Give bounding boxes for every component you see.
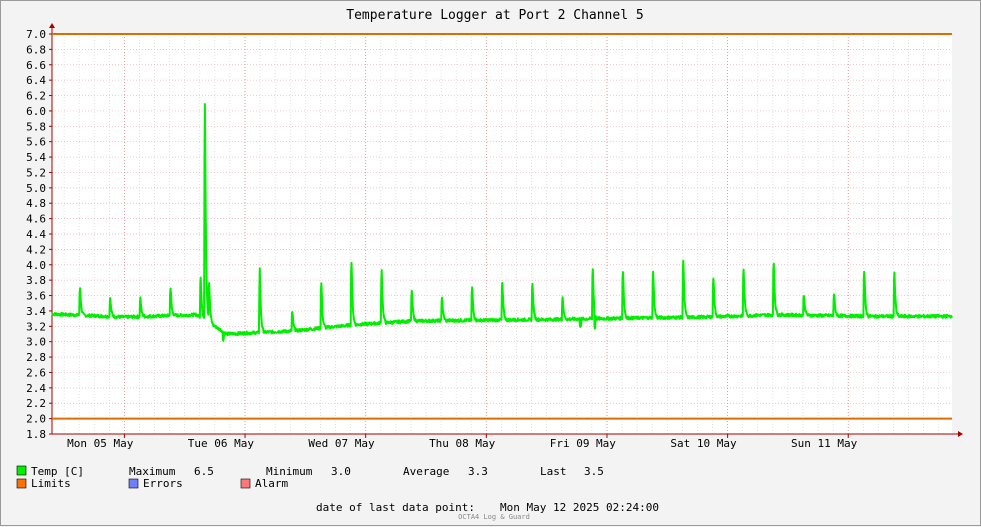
legend-label-alarm: Alarm (255, 477, 288, 490)
y-tick-label: 3.2 (26, 320, 46, 333)
legend-swatch-alarm (240, 478, 251, 489)
y-tick-label: 2.4 (26, 382, 46, 395)
y-tick-label: 3.8 (26, 274, 46, 287)
y-tick-label: 1.8 (26, 428, 46, 441)
x-tick-label: Sun 11 May (791, 437, 858, 450)
legend-label-errors: Errors (143, 477, 183, 490)
stat-last-label: Last (540, 465, 567, 478)
legend-swatch-temp (16, 465, 27, 476)
x-tick-label: Mon 05 May (67, 437, 134, 450)
y-tick-label: 4.8 (26, 197, 46, 210)
y-tick-label: 3.0 (26, 336, 46, 349)
y-tick-label: 2.8 (26, 351, 46, 364)
y-tick-label: 3.6 (26, 290, 46, 303)
y-tick-label: 5.2 (26, 166, 46, 179)
x-tick-label: Thu 08 May (429, 437, 496, 450)
y-tick-label: 5.4 (26, 151, 46, 164)
y-tick-label: 6.2 (26, 90, 46, 103)
y-tick-label: 6.8 (26, 43, 46, 56)
stat-max-value: 6.5 (194, 465, 214, 478)
y-tick-label: 2.6 (26, 366, 46, 379)
y-tick-label: 4.6 (26, 213, 46, 226)
stat-avg-value: 3.3 (468, 465, 488, 478)
y-tick-label: 7.0 (26, 28, 46, 41)
legend: Temp [C] Maximum 6.5 Minimum 3.0 Average… (16, 465, 604, 490)
legend-swatch-limits (16, 478, 27, 489)
x-tick-label: Wed 07 May (308, 437, 375, 450)
y-tick-label: 2.2 (26, 397, 46, 410)
stat-avg-label: Average (403, 465, 449, 478)
stat-last-value: 3.5 (584, 465, 604, 478)
x-axis-arrow (958, 431, 963, 437)
limit-lines (52, 33, 952, 420)
x-tick-label: Tue 06 May (188, 437, 255, 450)
x-tick-label: Sat 10 May (670, 437, 737, 450)
series-line-temp (51, 103, 953, 342)
chart-title: Temperature Logger at Port 2 Channel 5 (346, 8, 643, 23)
legend-label-limits: Limits (31, 477, 71, 490)
stat-min-label: Minimum (266, 465, 313, 478)
y-tick-label: 6.4 (26, 74, 46, 87)
watermark: OCTA4 Log & Guard (458, 513, 530, 521)
legend-label-temp: Temp [C] (31, 465, 84, 478)
y-tick-label: 6.6 (26, 59, 46, 72)
legend-swatch-errors (128, 478, 139, 489)
last-data-point-label: date of last data point: (316, 501, 475, 514)
y-axis-arrow (49, 23, 55, 28)
last-data-point-value: Mon May 12 2025 02:24:00 (500, 501, 659, 514)
y-tick-label: 3.4 (26, 305, 46, 318)
y-axis: 7.0 6.8 6.6 6.4 6.2 6.0 5.8 5.6 5.4 5.2 5.0 4.8 4.6 4… (26, 23, 55, 441)
y-tick-label: 6.0 (26, 105, 46, 118)
stat-max-label: Maximum (129, 465, 176, 478)
x-axis: Mon 05 May Tue 06 May Wed 07 May Thu 08 May… (52, 431, 963, 450)
y-tick-label: 5.6 (26, 136, 46, 149)
chart-grid (52, 33, 952, 435)
y-tick-label: 2.0 (26, 413, 46, 426)
series-layer (51, 103, 953, 342)
y-tick-label: 5.8 (26, 120, 46, 133)
y-tick-label: 5.0 (26, 182, 46, 195)
y-tick-label: 4.2 (26, 243, 46, 256)
x-tick-label: Fri 09 May (550, 437, 617, 450)
stat-min-value: 3.0 (331, 465, 351, 478)
y-tick-label: 4.4 (26, 228, 46, 241)
y-tick-label: 4.0 (26, 259, 46, 272)
